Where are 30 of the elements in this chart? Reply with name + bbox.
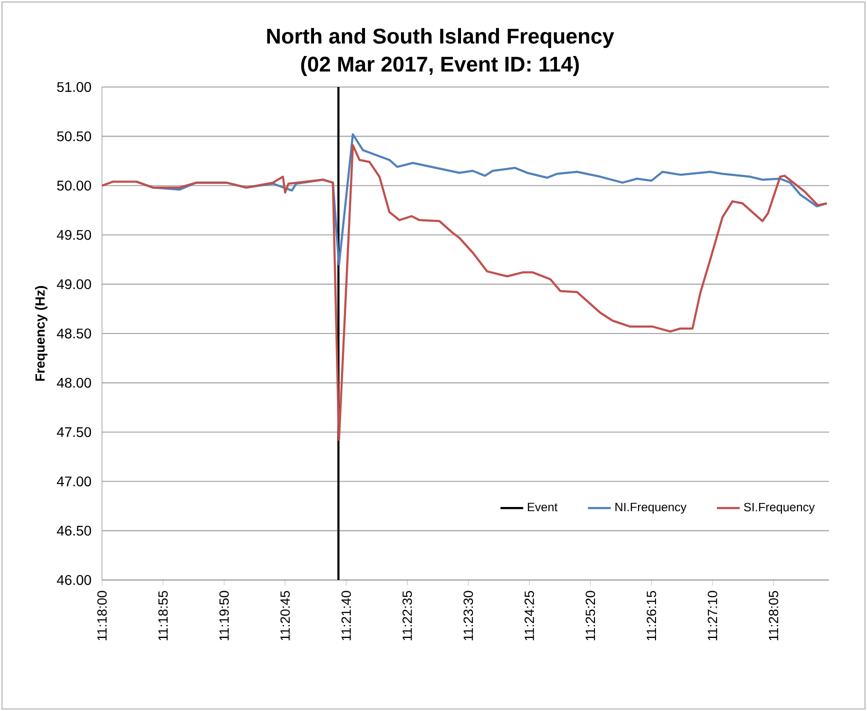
y-tick-label: 49.00: [56, 279, 92, 290]
legend-label: SI.Frequency: [744, 502, 815, 514]
chart-subtitle: (02 Mar 2017, Event ID: 114): [301, 56, 579, 76]
x-tick-label: 11:19:50: [219, 590, 229, 640]
legend-label: Event: [528, 502, 558, 512]
x-tick-label: 11:27:10: [708, 590, 718, 640]
x-tick-label: 11:28:05: [768, 590, 778, 640]
y-axis-title: Frequency (Hz): [34, 286, 48, 381]
x-tick-label: 11:18:55: [158, 590, 168, 640]
x-tick-label: 11:21:40: [341, 590, 351, 640]
x-tick-label: 11:22:35: [402, 590, 412, 640]
y-tick-label: 50.50: [57, 131, 92, 142]
x-tick-label: 11:18:00: [97, 590, 107, 640]
x-tick-label: 11:24:25: [524, 590, 534, 640]
y-tick-label: 46.50: [56, 526, 92, 536]
y-tick-label: 50.00: [57, 180, 92, 191]
line-series: [100, 144, 828, 442]
x-tick-label: 11:25:20: [586, 590, 596, 640]
y-tick-label: 48.00: [56, 378, 92, 388]
y-tick-label: 47.50: [56, 427, 92, 438]
legend-label: NI.Frequency: [615, 502, 687, 514]
y-tick-label: 51.00: [57, 82, 92, 92]
x-tick-label: 11:20:45: [280, 590, 290, 640]
x-tick-label: 11:26:15: [646, 590, 656, 640]
y-tick-label: 46.00: [56, 575, 92, 585]
chart-title: North and South Island Frequency: [267, 28, 614, 48]
x-tick-label: 11:23:30: [464, 590, 474, 640]
y-tick-label: 48.50: [56, 328, 92, 338]
y-tick-label: 49.50: [56, 230, 92, 240]
y-tick-label: 47.00: [56, 476, 92, 486]
